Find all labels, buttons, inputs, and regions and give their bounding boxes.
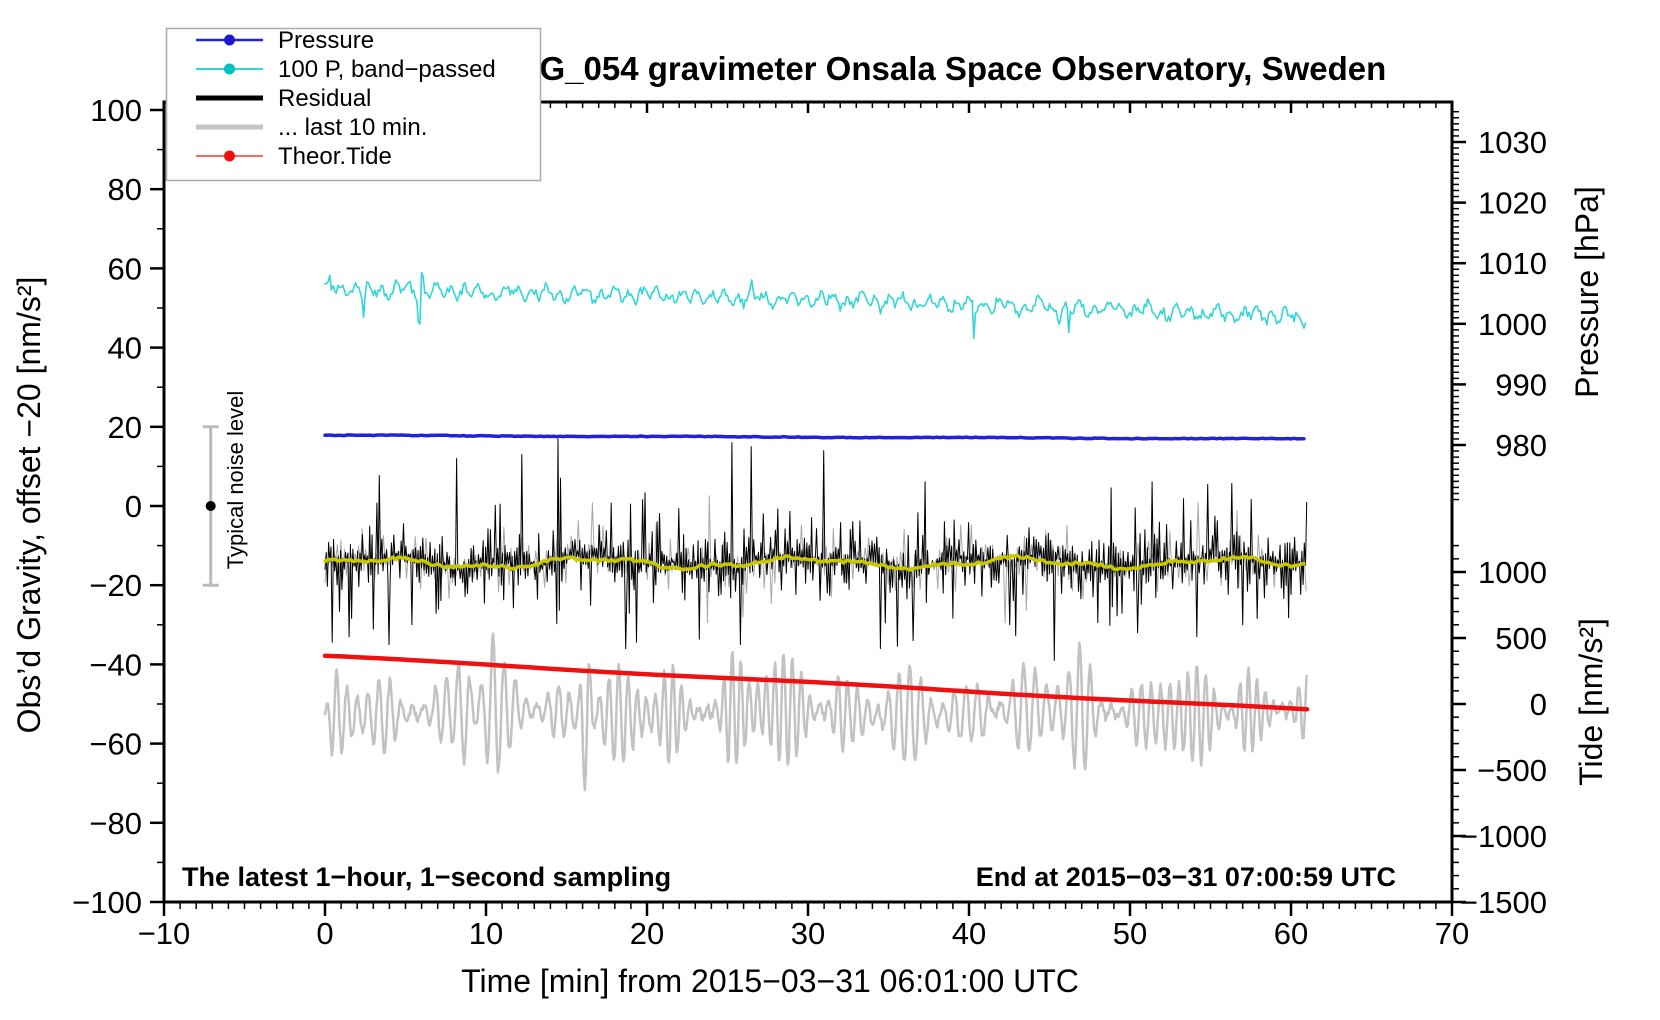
tide-tick-label: 0 [1530,687,1547,722]
gravity-tick-label: 40 [108,331,142,366]
x-axis-label: Time [min] from 2015−03−31 06:01:00 UTC [461,963,1079,999]
gravity-tick-label: −80 [89,806,142,841]
tide-tick-label: −500 [1477,753,1547,788]
x-tick-label: 50 [1113,916,1147,951]
x-tick-label: 20 [630,916,664,951]
left-y-axis-label: Obs’d Gravity, offset −20 [nm/s²] [11,277,47,734]
legend-item-label: Theor.Tide [278,143,392,170]
noise-bar-dot [205,501,216,511]
x-tick-label: 60 [1274,916,1308,951]
noise-level-label: Typical noise level [223,391,248,570]
legend-item-label: 100 P, band−passed [278,56,496,83]
gravity-tick-label: 100 [90,93,142,128]
legend-item-label: Pressure [278,27,374,54]
pressure-tick-label: 990 [1495,367,1547,402]
pressure-axis-label: Pressure [hPa] [1569,186,1605,398]
curve-theoretical-tide [322,653,1310,712]
gravity-tick-label: 20 [108,410,142,445]
x-tick-label: −10 [138,916,191,951]
gravity-tick-label: −20 [89,568,142,603]
x-tick-label: 70 [1435,916,1469,951]
curve-band-passed-pressure [324,271,1307,340]
sampling-annotation: The latest 1−hour, 1−second sampling [182,862,671,892]
x-tick-label: 0 [316,916,333,951]
tide-tick-label: 500 [1495,621,1547,656]
axis-tick-labels-layer: −10 0 10 20 30 40 50 60 70100806040200−20−40−60−… [72,93,1547,951]
tide-tick-label: 1000 [1478,555,1547,590]
end-time-annotation: End at 2015−03−31 07:00:59 UTC [976,862,1396,892]
curve-residual-smoothed [323,553,1306,572]
chart-title: SCG_054 gravimeter Onsala Space Observat… [494,50,1387,87]
pressure-tick-label: 1030 [1478,125,1547,160]
tide-tick-label: −1000 [1460,819,1547,854]
tide-tick-label: −1500 [1460,885,1547,920]
x-tick-label: 10 [469,916,503,951]
gravity-tick-label: −100 [72,885,142,920]
plot-frame [162,100,1454,904]
tide-axis-label: Tide [nm/s²] [1573,618,1609,786]
curves-layer [322,271,1310,792]
legend-item-label: Residual [278,85,371,112]
gravity-tick-label: −60 [89,727,142,762]
gravity-tick-label: 80 [108,172,142,207]
x-tick-label: 40 [952,916,986,951]
x-tick-label: 30 [791,916,825,951]
curve-pressure [323,433,1306,441]
legend-item-label: ... last 10 min. [278,114,427,141]
gravity-tick-label: −40 [89,647,142,682]
gravity-tick-label: 0 [125,489,142,524]
legend-sample-dot [224,150,235,162]
pressure-tick-label: 1000 [1478,307,1547,342]
axis-ticks-layer [150,100,1466,916]
pressure-tick-label: 1010 [1478,246,1547,281]
pressure-tick-label: 1020 [1478,186,1547,221]
pressure-tick-label: 980 [1495,428,1547,463]
noise-bar-group [202,425,219,587]
gravity-tick-label: 60 [108,251,142,286]
curve-last-10-min [323,632,1308,792]
legend-sample-dot [224,63,235,75]
legend-sample-dot [224,34,235,46]
